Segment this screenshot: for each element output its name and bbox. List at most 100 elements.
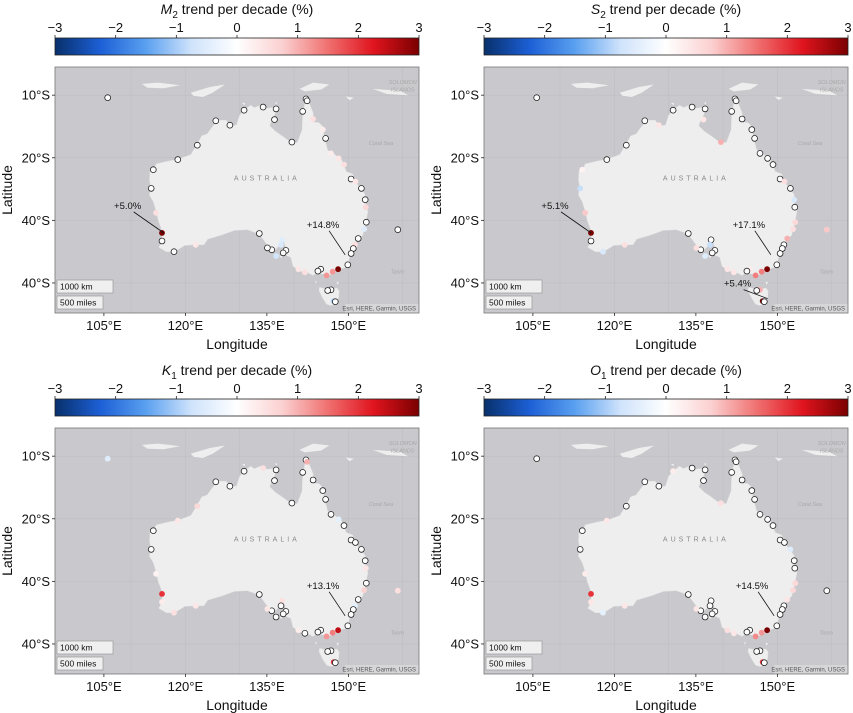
title-subscript: 1 <box>171 371 177 382</box>
island <box>315 280 317 284</box>
station-marker <box>299 108 307 115</box>
station-marker <box>728 108 735 115</box>
station-marker <box>753 648 760 655</box>
colorbar-tick-label: −2 <box>537 20 552 35</box>
station-marker <box>622 502 630 510</box>
station-marker <box>272 466 280 474</box>
y-tick-label: 40°S <box>451 275 480 290</box>
station-marker <box>352 178 359 185</box>
scale-bar-km <box>485 279 543 294</box>
station-marker <box>328 150 334 157</box>
y-axis-label: Latitude <box>428 165 444 215</box>
scale-bar-miles <box>485 295 533 310</box>
station-marker <box>303 97 311 105</box>
island <box>278 616 284 619</box>
station-marker <box>724 266 731 273</box>
colorbar-title: M2 trend per decade (%) <box>161 1 314 21</box>
title-symbol: K <box>162 362 172 378</box>
station-marker <box>743 267 751 275</box>
station-marker <box>194 141 201 149</box>
station-marker <box>738 115 746 123</box>
basemap-label: Tasm <box>391 631 405 637</box>
colorbar-tick-label: −1 <box>598 381 613 396</box>
title-subscript: 1 <box>601 371 607 382</box>
station-marker <box>158 237 166 245</box>
colorbar-tick-label: 2 <box>355 20 362 35</box>
colorbar-tick-label: 3 <box>415 20 422 35</box>
station-marker <box>341 161 347 168</box>
scale-bar-km <box>485 640 543 655</box>
station-marker <box>578 527 586 534</box>
station-marker <box>718 500 724 506</box>
annotation-label: +13.1% <box>307 581 340 592</box>
title-subscript: 2 <box>172 10 178 21</box>
y-tick-label: 10°S <box>22 449 51 464</box>
island <box>728 443 759 453</box>
station-marker <box>354 235 362 242</box>
basemap-label: ISLANDS <box>820 448 844 454</box>
y-tick-label: 10°S <box>451 88 480 103</box>
station-marker <box>159 599 165 605</box>
station-marker <box>358 546 365 553</box>
annotation-label: +5.1% <box>541 201 569 212</box>
station-marker <box>171 609 177 616</box>
station-marker <box>347 611 355 618</box>
scale-bar-miles <box>485 656 533 671</box>
station-marker <box>394 587 401 594</box>
station-marker <box>693 245 700 251</box>
station-marker <box>271 116 278 123</box>
station-marker <box>259 103 267 111</box>
station-marker <box>756 150 764 157</box>
station-marker <box>753 287 760 294</box>
station-marker <box>769 161 777 168</box>
station-marker <box>792 580 799 587</box>
station-marker <box>323 272 330 279</box>
station-marker <box>707 241 713 248</box>
station-marker <box>147 185 155 192</box>
station-marker <box>760 298 768 306</box>
island <box>275 102 278 105</box>
annotation-leader <box>743 289 768 299</box>
colorbar-tick-label: 2 <box>784 20 791 35</box>
x-tick-label: 105°E <box>86 318 122 333</box>
y-tick-label: 20°S <box>22 511 51 526</box>
station-marker <box>751 135 758 142</box>
island <box>570 443 609 450</box>
station-marker <box>255 230 263 237</box>
station-marker <box>331 659 339 666</box>
title-rest: trend per decade (%) <box>607 362 742 378</box>
colorbar-tick-label: 0 <box>233 381 240 396</box>
island <box>345 457 354 462</box>
station-marker <box>781 178 788 185</box>
station-marker <box>104 455 111 462</box>
station-marker <box>174 517 181 524</box>
scale-bar-miles-label: 500 miles <box>489 659 525 669</box>
station-marker <box>702 253 708 259</box>
station-marker <box>335 627 341 634</box>
station-marker <box>587 237 595 245</box>
station-marker <box>301 629 309 637</box>
station-marker <box>731 269 737 276</box>
island <box>241 463 246 467</box>
station-marker <box>708 610 716 618</box>
station-marker <box>358 185 365 192</box>
y-tick-label: 40°S <box>22 574 51 589</box>
x-tick-label: 120°E <box>597 679 633 694</box>
station-marker <box>314 628 322 636</box>
island <box>141 443 180 450</box>
colorbar-tick-label: 1 <box>723 381 730 396</box>
station-marker <box>732 458 740 466</box>
x-tick-label: 135°E <box>678 318 714 333</box>
colorbar-tick-label: 1 <box>294 381 301 396</box>
island <box>801 88 838 96</box>
attribution: Esri, HERE, Garmin, USGS <box>771 307 845 313</box>
station-marker <box>170 248 178 256</box>
attribution: Esri, HERE, Garmin, USGS <box>342 668 416 674</box>
scale-bar-km-label: 1000 km <box>489 282 522 292</box>
basemap-label: Coral Sea <box>798 502 822 508</box>
station-marker <box>784 596 791 603</box>
station-marker <box>688 103 696 111</box>
island <box>670 102 675 106</box>
basemap-label: Coral Sea <box>369 502 393 508</box>
island <box>619 84 654 97</box>
